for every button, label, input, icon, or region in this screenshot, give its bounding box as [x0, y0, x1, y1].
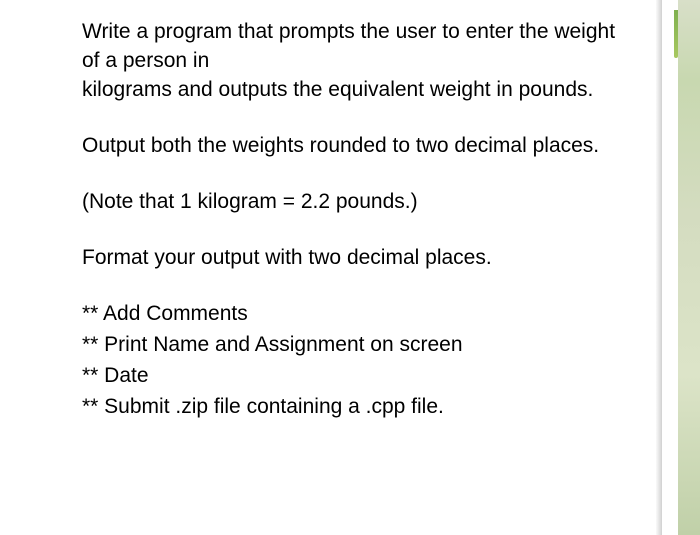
list-item: ** Add Comments	[82, 300, 618, 329]
paragraph-2: Output both the weights rounded to two d…	[82, 132, 618, 161]
background-strip	[678, 0, 700, 535]
document-page: Write a program that prompts the user to…	[0, 0, 656, 535]
paragraph-1: Write a program that prompts the user to…	[82, 18, 618, 105]
list-item: ** Submit .zip file containing a .cpp fi…	[82, 393, 618, 422]
list-item: ** Print Name and Assignment on screen	[82, 331, 618, 360]
list-item: ** Date	[82, 362, 618, 391]
requirements-list: ** Add Comments ** Print Name and Assign…	[82, 300, 618, 422]
page-accent	[674, 10, 678, 58]
right-margin	[656, 0, 700, 535]
paragraph-3: (Note that 1 kilogram = 2.2 pounds.)	[82, 188, 618, 217]
paragraph-4: Format your output with two decimal plac…	[82, 244, 618, 273]
document-content: Write a program that prompts the user to…	[82, 18, 618, 422]
page-shadow	[656, 0, 662, 535]
